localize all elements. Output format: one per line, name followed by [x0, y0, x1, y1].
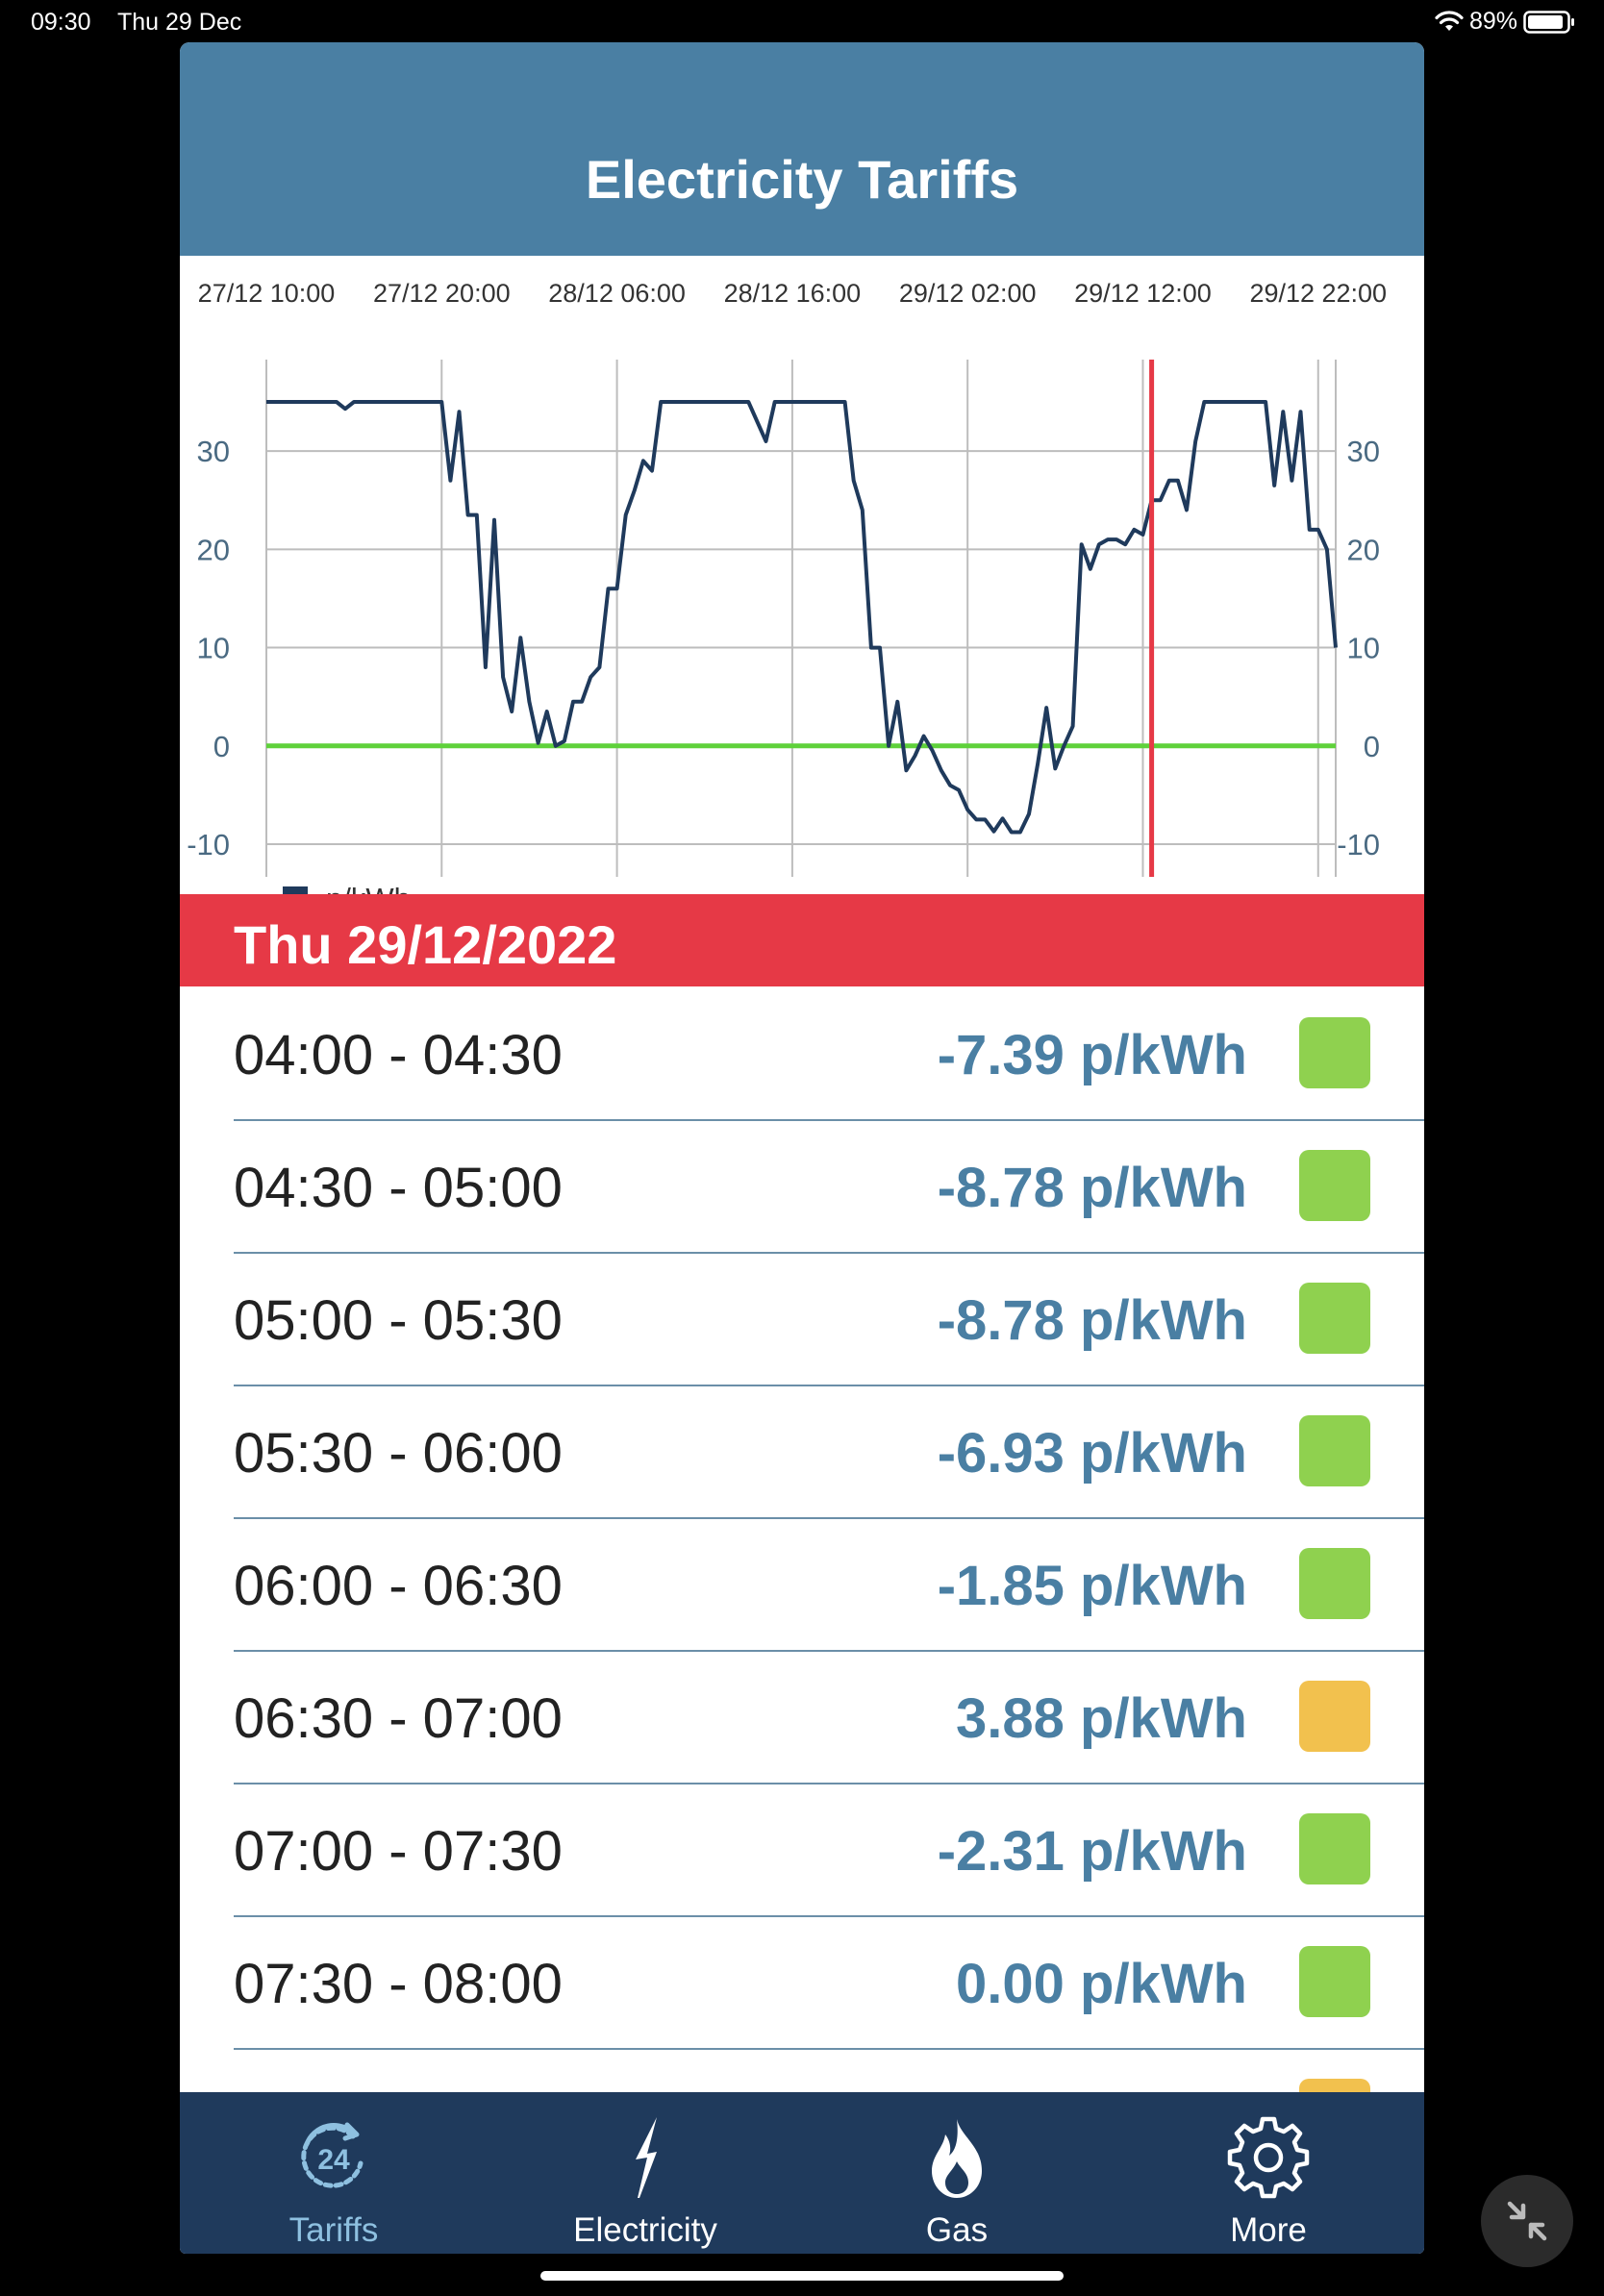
tariff-row[interactable]: 07:30 - 08:00 0.00 p/kWh [234, 1915, 1424, 2050]
date-banner-label: Thu 29/12/2022 [234, 914, 617, 975]
y-tick-label-left: 10 [197, 632, 230, 665]
24-hour-clock-icon: 24 [180, 2113, 488, 2202]
tariff-time: 07:00 - 07:30 [234, 1820, 563, 1883]
tab-gas[interactable]: Gas [803, 2092, 1111, 2254]
wifi-icon [1435, 10, 1464, 31]
tariff-time: 06:00 - 06:30 [234, 1555, 563, 1617]
tariff-row[interactable]: 07:00 - 07:30 -2.31 p/kWh [234, 1783, 1424, 1917]
battery-percent: 89% [1468, 8, 1517, 35]
tariff-time: 07:30 - 08:00 [234, 1953, 563, 2015]
tariff-row[interactable]: 04:00 - 04:30 -7.39 p/kWh [234, 986, 1424, 1121]
flame-icon [803, 2113, 1111, 2202]
chart-svg: 27/12 10:00 27/12 20:00 28/12 06:00 28/12 1… [187, 279, 1387, 894]
legend-label: p/kWh [326, 882, 411, 894]
x-tick-label: 29/12 02:00 [899, 279, 1037, 308]
tariff-time: 05:30 - 06:00 [234, 1422, 563, 1485]
y-tick-label-right: 10 [1347, 632, 1380, 665]
legend-swatch [283, 886, 308, 894]
price-series-line [266, 400, 1338, 835]
app-window: Electricity Tariffs 27/12 10:00 27/12 20:… [180, 42, 1424, 2254]
tariff-row[interactable]: 05:30 - 06:00 -6.93 p/kWh [234, 1385, 1424, 1519]
tariff-price: -6.93 p/kWh [937, 1422, 1247, 1485]
x-tick-label: 28/12 16:00 [724, 279, 862, 308]
x-tick-label: 29/12 12:00 [1074, 279, 1212, 308]
y-tick-label-left: -10 [187, 828, 230, 861]
price-level-swatch [1299, 1946, 1370, 2017]
tariff-row[interactable]: 04:30 - 05:00 -8.78 p/kWh [234, 1119, 1424, 1254]
tab-more-label: More [1230, 2211, 1307, 2249]
tariff-price: -8.78 p/kWh [937, 1157, 1247, 1219]
battery-icon [1523, 10, 1574, 34]
tab-tariffs-label: Tariffs [288, 2211, 379, 2249]
price-level-swatch [1299, 1813, 1370, 1884]
tariff-time: 06:30 - 07:00 [234, 1687, 563, 1750]
x-tick-label: 29/12 22:00 [1249, 279, 1387, 308]
tariff-price: -1.85 p/kWh [937, 1555, 1247, 1617]
tariff-price: -7.39 p/kWh [937, 1024, 1247, 1086]
tariff-price: -8.78 p/kWh [937, 1289, 1247, 1352]
tariff-row[interactable]: 06:00 - 06:30 -1.85 p/kWh [234, 1517, 1424, 1652]
price-level-swatch [1299, 1548, 1370, 1619]
status-right: 89% [1435, 8, 1575, 36]
tariff-price: -2.31 p/kWh [937, 1820, 1247, 1883]
gear-icon [1115, 2113, 1422, 2202]
y-tick-label-right: 30 [1347, 435, 1380, 468]
collapse-arrows-icon [1507, 2201, 1547, 2241]
y-tick-label-right: 20 [1347, 533, 1380, 566]
lightning-bolt-icon [491, 2113, 799, 2202]
tab-gas-label: Gas [925, 2211, 989, 2249]
tariff-row[interactable]: 06:30 - 07:00 3.88 p/kWh [234, 1650, 1424, 1784]
status-time: 09:30 [31, 9, 91, 36]
home-indicator[interactable] [540, 2271, 1064, 2281]
date-banner: Thu 29/12/2022 [180, 894, 1424, 986]
tariff-price: 0.00 p/kWh [956, 1953, 1247, 2015]
nav-header: Electricity Tariffs [180, 42, 1424, 256]
x-tick-label: 27/12 20:00 [373, 279, 511, 308]
y-tick-label-left: 0 [213, 730, 230, 763]
tariff-row[interactable]: 05:00 - 05:30 -8.78 p/kWh [234, 1252, 1424, 1386]
tariff-price: 3.88 p/kWh [956, 1687, 1247, 1750]
x-tick-label: 27/12 10:00 [198, 279, 336, 308]
page-title: Electricity Tariffs [585, 149, 1019, 210]
price-level-swatch [1299, 1283, 1370, 1354]
price-level-swatch [1299, 1017, 1370, 1088]
tab-bar: 24 Tariffs Electricity Gas [180, 2092, 1424, 2254]
y-tick-label-right: -10 [1337, 828, 1380, 861]
status-bar: 09:30 Thu 29 Dec 89% [0, 0, 1604, 42]
tariff-time: 05:00 - 05:30 [234, 1289, 563, 1352]
y-tick-label-right: 0 [1364, 730, 1380, 763]
tariff-time: 04:30 - 05:00 [234, 1157, 563, 1219]
price-level-swatch [1299, 1415, 1370, 1486]
price-level-swatch [1299, 1681, 1370, 1752]
tab-tariffs[interactable]: 24 Tariffs [180, 2092, 488, 2254]
tab-more[interactable]: More [1115, 2092, 1422, 2254]
y-tick-label-left: 20 [197, 533, 230, 566]
tab-electricity[interactable]: Electricity [491, 2092, 799, 2254]
svg-text:24: 24 [317, 2144, 350, 2176]
price-level-swatch [1299, 1150, 1370, 1221]
tab-electricity-label: Electricity [573, 2211, 717, 2249]
x-tick-label: 28/12 06:00 [548, 279, 686, 308]
tariff-time: 04:00 - 04:30 [234, 1024, 563, 1086]
tariff-chart[interactable]: 27/12 10:00 27/12 20:00 28/12 06:00 28/12 1… [180, 256, 1424, 936]
minimize-button[interactable] [1481, 2175, 1573, 2267]
status-date: Thu 29 Dec [117, 9, 242, 36]
y-tick-label-left: 30 [197, 435, 230, 468]
